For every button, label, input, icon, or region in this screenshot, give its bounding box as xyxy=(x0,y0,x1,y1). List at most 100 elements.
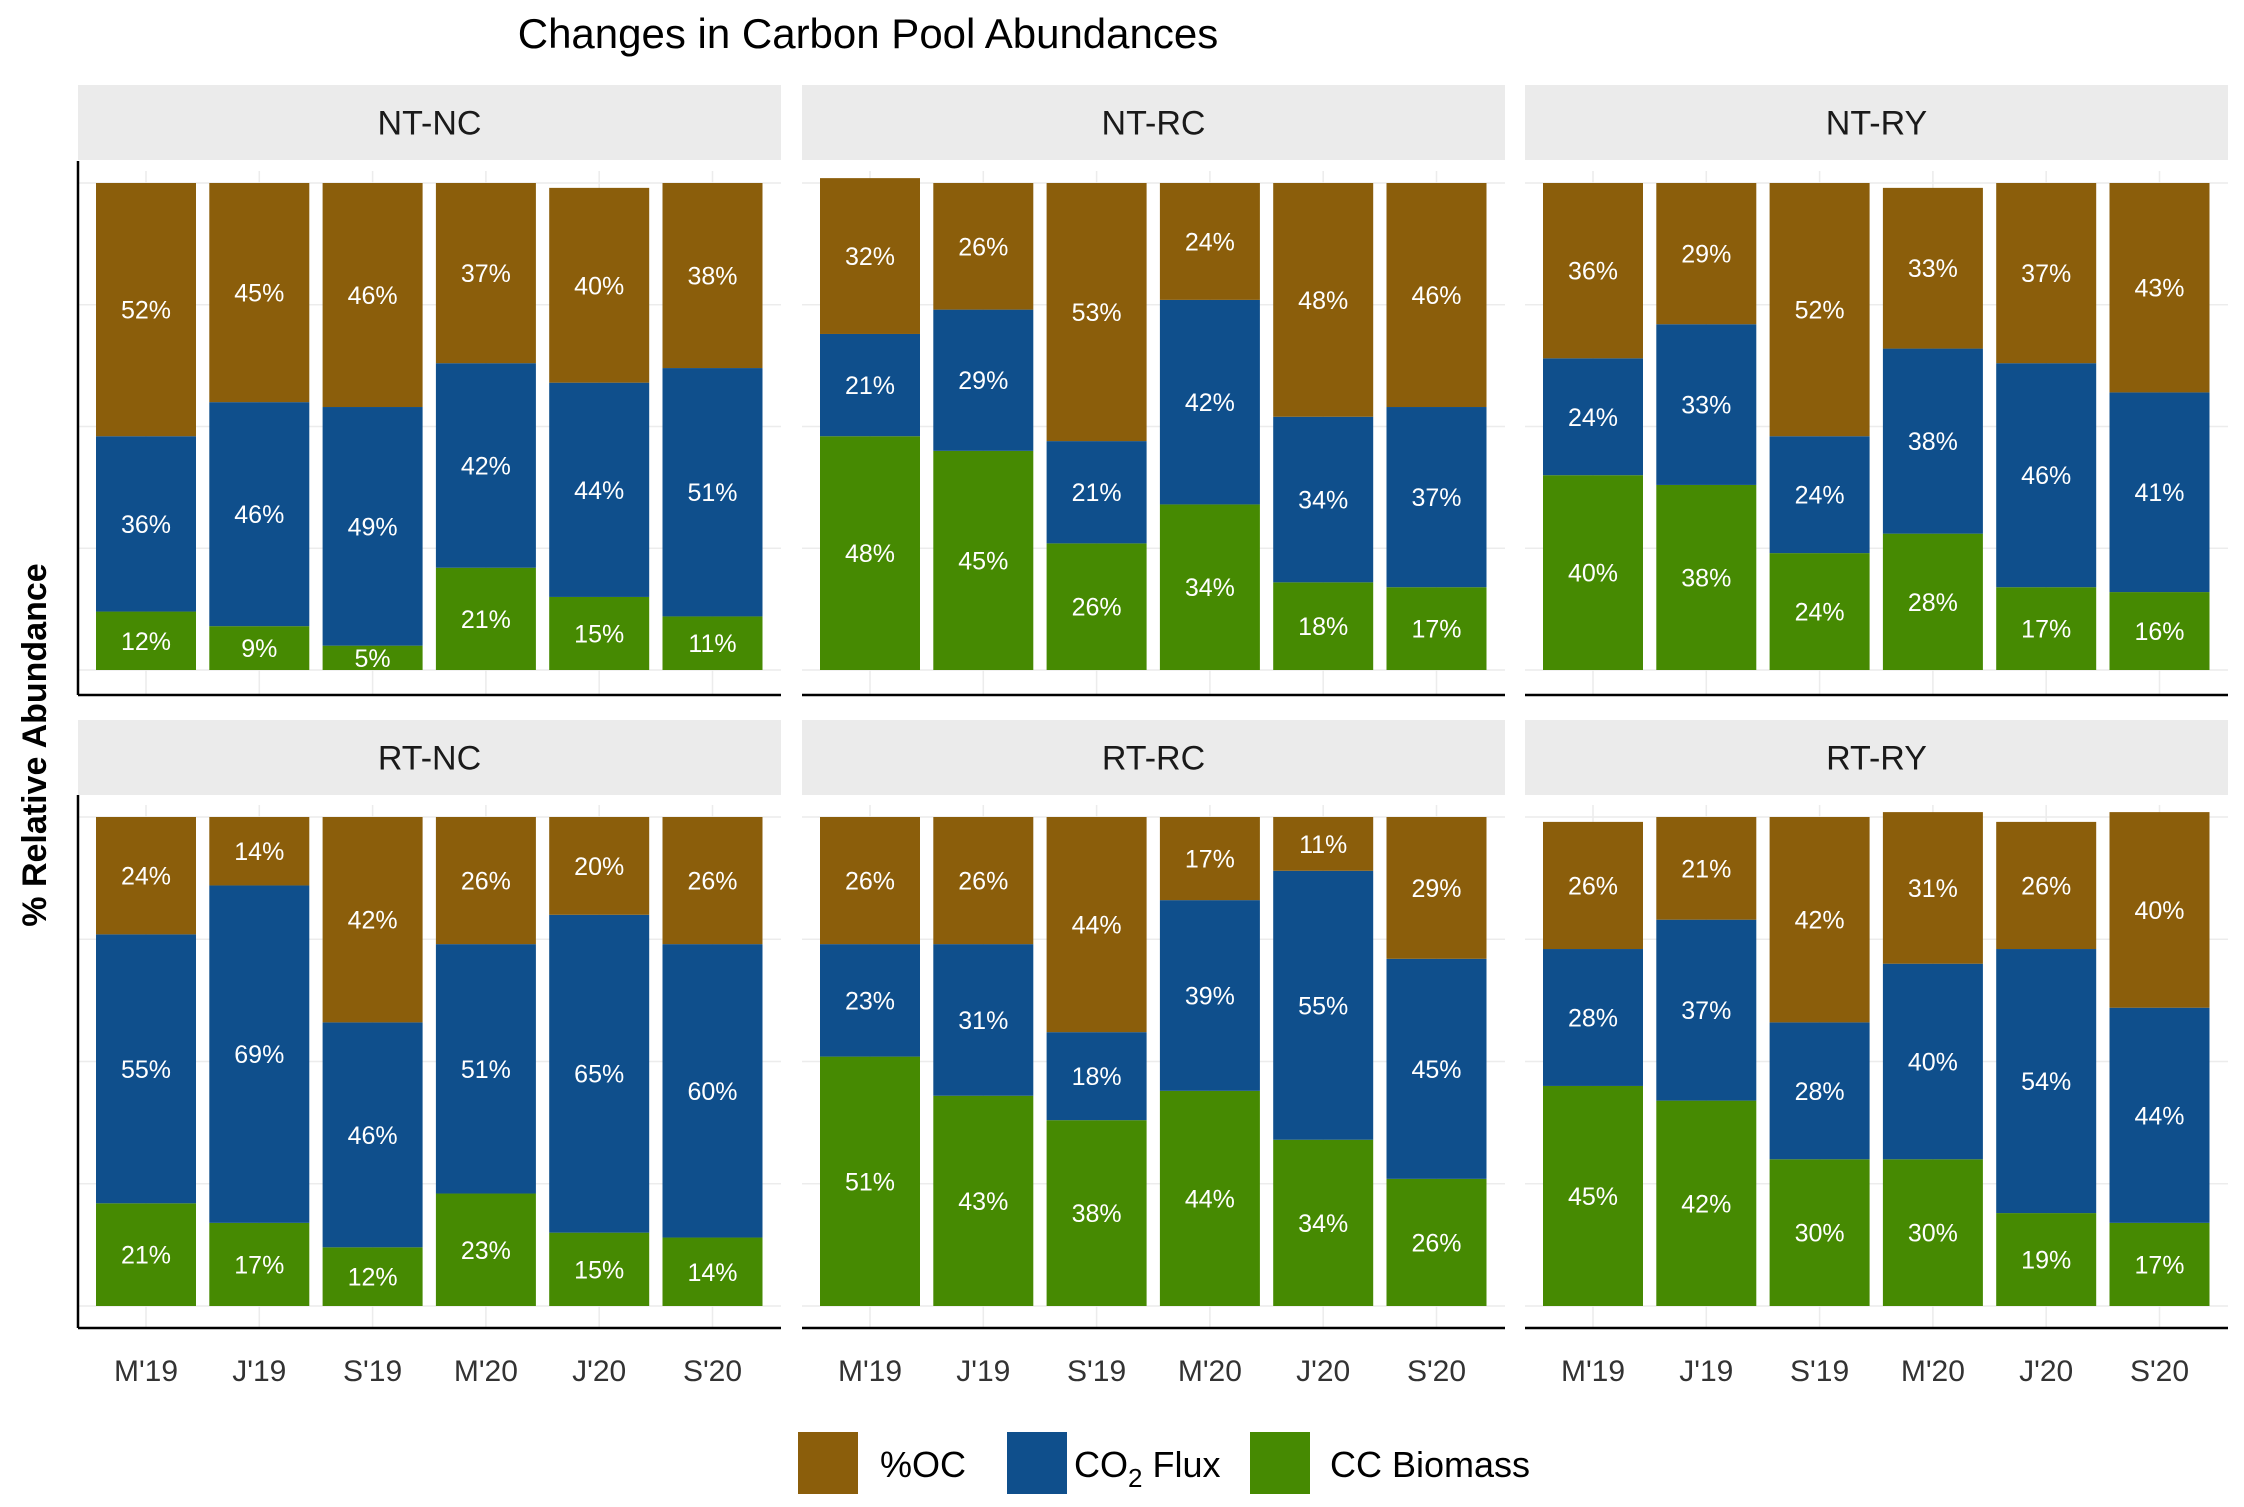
bar-value-label: 49% xyxy=(348,513,398,541)
legend-swatch xyxy=(1250,1432,1310,1494)
bar-value-label: 26% xyxy=(1072,594,1122,622)
facet-panel-rt-ry: RT-RY45%28%26%42%37%21%30%28%42%30%40%31… xyxy=(1525,720,2228,1388)
facet-strip-label: RT-NC xyxy=(378,740,481,778)
x-tick-label: J'19 xyxy=(1679,1355,1733,1388)
bar-value-label: 46% xyxy=(348,1122,398,1150)
bar-value-label: 51% xyxy=(687,479,737,507)
x-tick-label: S'20 xyxy=(683,1355,742,1388)
bar-value-label: 21% xyxy=(1072,479,1122,507)
facet-panel-nt-rc: NT-RC48%21%32%45%29%26%26%21%53%34%42%24… xyxy=(802,85,1505,695)
facet-panel-rt-rc: RT-RC 51% 23% 26% 43% 31% 26% 38% 18% 44% 44% 39% 17… xyxy=(802,720,1505,1388)
x-tick-label: M'19 xyxy=(1561,1355,1625,1388)
legend-label: CC Biomass xyxy=(1330,1444,1530,1485)
bar-value-label: 36% xyxy=(121,511,171,539)
bar-value-label: 24% xyxy=(1185,228,1235,256)
bar-value-label: 46% xyxy=(2021,462,2071,490)
bar-value-label: 26% xyxy=(687,868,737,896)
bar-value-label: 28% xyxy=(1908,589,1958,617)
bar-value-label: 37% xyxy=(2021,260,2071,288)
bar-value-label: 29% xyxy=(1681,241,1731,269)
bar-value-label: 15% xyxy=(574,620,624,648)
bar-value-label: 40% xyxy=(2134,897,2184,925)
bar-value-label: 60% xyxy=(687,1078,737,1106)
facet-panel-nt-ry: NT-RY40%24%36%38%33%29%24%24%52%28%38%33… xyxy=(1525,85,2228,695)
x-tick-label: J'19 xyxy=(956,1355,1010,1388)
legend-label: CO2 Flux xyxy=(1074,1444,1220,1493)
bar-value-label: 20% xyxy=(574,853,624,881)
bar-value-label: 17% xyxy=(2021,616,2071,644)
bar-value-label: 24% xyxy=(121,863,171,891)
bar-value-label: 38% xyxy=(1072,1200,1122,1228)
bar-value-label: 38% xyxy=(1908,428,1958,456)
bar-value-label: 29% xyxy=(1411,875,1461,903)
bar-value-label: 31% xyxy=(1908,875,1958,903)
bar-value-label: 15% xyxy=(574,1256,624,1284)
legend-swatch xyxy=(798,1432,858,1494)
bar-value-label: 17% xyxy=(2134,1251,2184,1279)
bar-value-label: 51% xyxy=(461,1056,511,1084)
bar-value-label: 26% xyxy=(958,868,1008,896)
bar-value-label: 45% xyxy=(1411,1056,1461,1084)
legend-label-sub: 2 xyxy=(1128,1463,1142,1493)
bar-value-label: 24% xyxy=(1795,599,1845,627)
bar-value-label: 14% xyxy=(234,838,284,866)
facet-strip-label: RT-RC xyxy=(1102,740,1205,778)
bar-value-label: 26% xyxy=(958,233,1008,261)
bar-value-label: 33% xyxy=(1908,255,1958,283)
chart-title: Changes in Carbon Pool Abundances xyxy=(518,10,1219,57)
bar-value-label: 37% xyxy=(1681,997,1731,1025)
bar-value-label: 32% xyxy=(845,243,895,271)
bar-value-label: 42% xyxy=(1185,389,1235,417)
bar-value-label: 12% xyxy=(348,1264,398,1292)
bar-value-label: 53% xyxy=(1072,299,1122,327)
bar-value-label: 46% xyxy=(348,282,398,310)
bar-value-label: 37% xyxy=(461,260,511,288)
facet-strip-label: NT-RY xyxy=(1826,105,1927,143)
bar-value-label: 9% xyxy=(241,635,277,663)
bar-value-label: 26% xyxy=(845,868,895,896)
bar-value-label: 41% xyxy=(2134,479,2184,507)
x-tick-label: J'20 xyxy=(572,1355,626,1388)
bar-value-label: 69% xyxy=(234,1041,284,1069)
bar-value-label: 28% xyxy=(1568,1004,1618,1032)
bar-value-label: 45% xyxy=(234,280,284,308)
bar-value-label: 40% xyxy=(1568,560,1618,588)
bar-value-label: 39% xyxy=(1185,982,1235,1010)
bar-value-label: 45% xyxy=(958,547,1008,575)
bar-value-label: 34% xyxy=(1185,574,1235,602)
bar-value-label: 52% xyxy=(121,297,171,325)
bar-value-label: 48% xyxy=(845,540,895,568)
bar-value-label: 31% xyxy=(958,1007,1008,1035)
bar-value-label: 16% xyxy=(2134,618,2184,646)
legend-label: %OC xyxy=(880,1444,966,1485)
bar-value-label: 17% xyxy=(1185,846,1235,874)
y-axis-label: % Relative Abundance xyxy=(16,563,54,926)
bar-value-label: 14% xyxy=(687,1259,737,1287)
bar-value-label: 45% xyxy=(1568,1183,1618,1211)
x-tick-label: M'19 xyxy=(114,1355,178,1388)
bar-value-label: 38% xyxy=(687,263,737,291)
bar-value-label: 24% xyxy=(1795,482,1845,510)
bar-value-label: 19% xyxy=(2021,1247,2071,1275)
bar-value-label: 17% xyxy=(1411,616,1461,644)
bar-value-label: 21% xyxy=(121,1242,171,1270)
facet-panels: NT-NC12%36%52%9%46%45%5%49%46%21%42%37%1… xyxy=(78,85,2228,1388)
legend-label-rest: Flux xyxy=(1142,1444,1220,1485)
bar-value-label: 34% xyxy=(1298,1210,1348,1238)
bar-value-label: 5% xyxy=(355,645,391,673)
x-tick-label: S'20 xyxy=(1407,1355,1466,1388)
legend-item-co2-flux: CO2 Flux xyxy=(1007,1432,1220,1494)
legend: %OC CO2 Flux CC Biomass xyxy=(798,1432,1530,1494)
bar-value-label: 55% xyxy=(1298,992,1348,1020)
facet-strip-label: NT-RC xyxy=(1102,105,1206,143)
bar-value-label: 37% xyxy=(1411,484,1461,512)
bar-value-label: 28% xyxy=(1795,1078,1845,1106)
x-tick-label: M'20 xyxy=(1901,1355,1965,1388)
x-tick-label: M'20 xyxy=(1178,1355,1242,1388)
bar-value-label: 17% xyxy=(234,1251,284,1279)
bar-value-label: 51% xyxy=(845,1168,895,1196)
chart-canvas: Changes in Carbon Pool Abundances NT-NC1… xyxy=(0,0,2244,1507)
bar-value-label: 46% xyxy=(1411,282,1461,310)
facet-strip-label: RT-RY xyxy=(1826,740,1927,778)
bar-value-label: 12% xyxy=(121,628,171,656)
